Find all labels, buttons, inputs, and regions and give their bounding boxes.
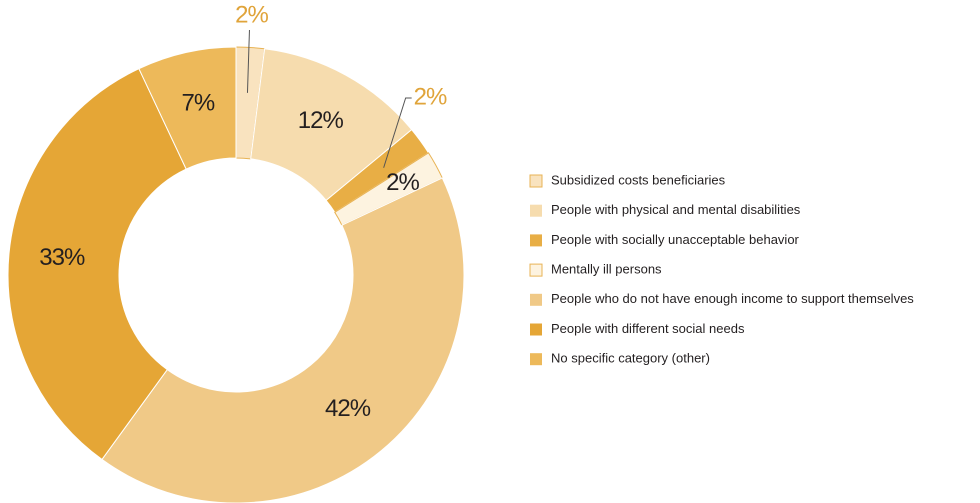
- legend-swatch: [530, 323, 542, 336]
- legend-label: People with physical and mental disabili…: [551, 202, 801, 217]
- legend-label: People with socially unacceptable behavi…: [551, 232, 800, 247]
- slice: [7, 68, 187, 461]
- value-label: 7%: [181, 90, 214, 117]
- leader-line: [246, 29, 250, 93]
- legend-swatch: [529, 263, 543, 277]
- slice: [138, 46, 237, 170]
- legend-label: Mentally ill persons: [551, 262, 662, 277]
- legend-label: People who do not have enough income to …: [551, 291, 914, 306]
- leader-line: [383, 97, 412, 168]
- legend-swatch: [529, 174, 543, 188]
- legend-label: No specific category (other): [551, 351, 710, 366]
- value-label: 2%: [235, 1, 268, 28]
- legend-label: People with different social needs: [551, 321, 745, 336]
- legend-swatch: [530, 234, 542, 247]
- legend-label: Subsidized costs beneficiaries: [551, 172, 726, 187]
- legend-swatch: [530, 353, 542, 366]
- value-label: 12%: [298, 107, 344, 134]
- value-label: 2%: [414, 83, 447, 110]
- value-label: 33%: [39, 244, 85, 271]
- legend-swatch: [530, 204, 542, 217]
- slice: [101, 177, 465, 503]
- legend-swatch: [530, 293, 542, 306]
- value-label: 42%: [325, 395, 371, 422]
